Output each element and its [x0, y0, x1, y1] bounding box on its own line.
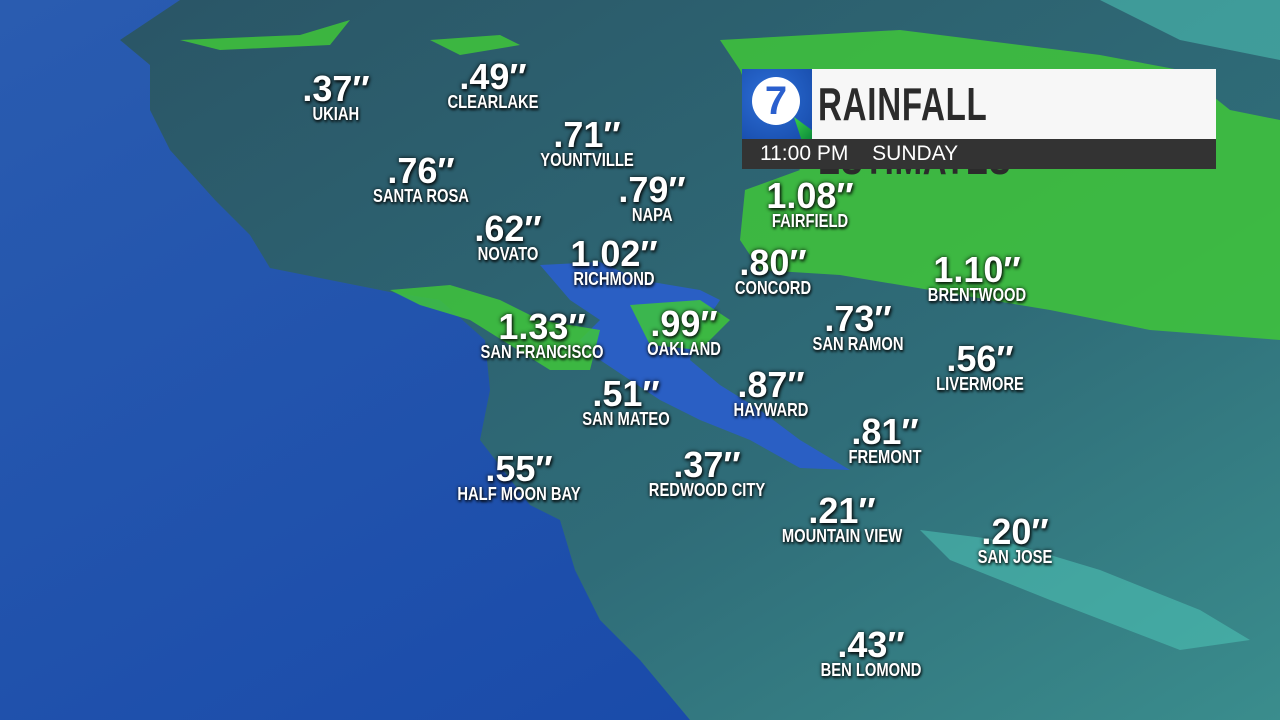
city-label: .87″ HAYWARD: [725, 364, 816, 420]
rainfall-value: .21″: [808, 490, 876, 531]
city-name: HALF MOON BAY: [457, 484, 581, 504]
rainfall-value: .87″: [737, 364, 805, 405]
city-label: .80″ CONCORD: [727, 242, 820, 298]
rainfall-value: .80″: [739, 242, 807, 283]
city-label: 1.33″ SAN FRANCISCO: [467, 306, 617, 362]
city-label: .81″ FREMONT: [841, 411, 930, 467]
rainfall-value: .76″: [387, 150, 455, 191]
city-name: FREMONT: [848, 447, 922, 467]
city-label: 1.10″ BRENTWOOD: [917, 249, 1037, 305]
city-name: NOVATO: [477, 244, 539, 264]
city-name: SANTA ROSA: [373, 186, 469, 206]
city-label: .55″ HALF MOON BAY: [444, 448, 594, 504]
bay: [540, 262, 850, 470]
rainfall-value: .43″: [837, 624, 905, 665]
rain-teal-areas: [920, 0, 1280, 650]
rainfall-value: .37″: [673, 444, 741, 485]
city-label: 1.08″ FAIRFIELD: [764, 175, 857, 231]
city-name: LIVERMORE: [936, 374, 1024, 394]
city-name: YOUNTVILLE: [540, 150, 634, 170]
city-name: CONCORD: [734, 278, 812, 298]
city-name: RICHMOND: [573, 269, 655, 289]
rainfall-value: .71″: [553, 114, 621, 155]
city-name: OAKLAND: [647, 339, 721, 359]
rainfall-value: .37″: [302, 68, 370, 109]
city-name: HAYWARD: [733, 400, 809, 420]
city-label: .71″ YOUNTVILLE: [530, 114, 644, 170]
city-label: .99″ OAKLAND: [639, 303, 729, 359]
rainfall-value: 1.33″: [498, 306, 586, 347]
city-name: UKIAH: [312, 104, 360, 124]
timestamp-bar: 11:00 PM SUNDAY: [742, 139, 1216, 169]
rainfall-value: .20″: [981, 511, 1049, 552]
city-name: SAN JOSE: [977, 547, 1053, 567]
city-name: REDWOOD CITY: [648, 480, 766, 500]
rainfall-value: .49″: [459, 56, 527, 97]
city-label: .62″ NOVATO: [471, 208, 545, 264]
time-label: 11:00 PM: [760, 142, 849, 165]
rainfall-value: .55″: [485, 448, 553, 489]
city-label: .43″ BEN LOMOND: [810, 624, 933, 680]
rainfall-value: 1.08″: [766, 175, 854, 216]
rainfall-value: .99″: [650, 303, 718, 344]
city-label: .76″ SANTA ROSA: [363, 150, 480, 206]
city-label: .51″ SAN MATEO: [573, 373, 680, 429]
city-label: .49″ CLEARLAKE: [438, 56, 549, 112]
city-name: BEN LOMOND: [820, 660, 922, 680]
rainfall-value: .81″: [851, 411, 919, 452]
city-name: FAIRFIELD: [771, 211, 849, 231]
title-banner: 7 RAINFALL ESTIMATES 11:00 PM SUNDAY: [742, 69, 1216, 184]
city-label: .37″ REDWOOD CITY: [636, 444, 778, 500]
abc7-logo: 7: [742, 69, 812, 139]
city-label: 1.02″ RICHMOND: [565, 233, 664, 289]
rainfall-value: .79″: [618, 169, 686, 210]
city-label: .21″ MOUNTAIN VIEW: [769, 490, 916, 546]
rainfall-value: 1.02″: [570, 233, 658, 274]
city-name: BRENTWOOD: [927, 285, 1027, 305]
city-label: .20″ SAN JOSE: [969, 511, 1060, 567]
city-name: SAN FRANCISCO: [480, 342, 604, 362]
city-name: NAPA: [631, 205, 673, 225]
rainfall-value: .73″: [824, 298, 892, 339]
city-label: .56″ LIVERMORE: [926, 338, 1033, 394]
rainfall-value: .62″: [474, 208, 542, 249]
rainfall-value: 1.10″: [933, 249, 1021, 290]
rainfall-value: .56″: [946, 338, 1014, 379]
city-label: .73″ SAN RAMON: [803, 298, 914, 354]
city-name: CLEARLAKE: [447, 92, 539, 112]
city-label: .37″ UKIAH: [302, 68, 370, 124]
city-name: SAN RAMON: [812, 334, 904, 354]
city-label: .79″ NAPA: [618, 169, 686, 225]
rainfall-value: .51″: [592, 373, 660, 414]
day-label: SUNDAY: [872, 142, 959, 165]
city-name: SAN MATEO: [582, 409, 670, 429]
city-name: MOUNTAIN VIEW: [781, 526, 903, 546]
